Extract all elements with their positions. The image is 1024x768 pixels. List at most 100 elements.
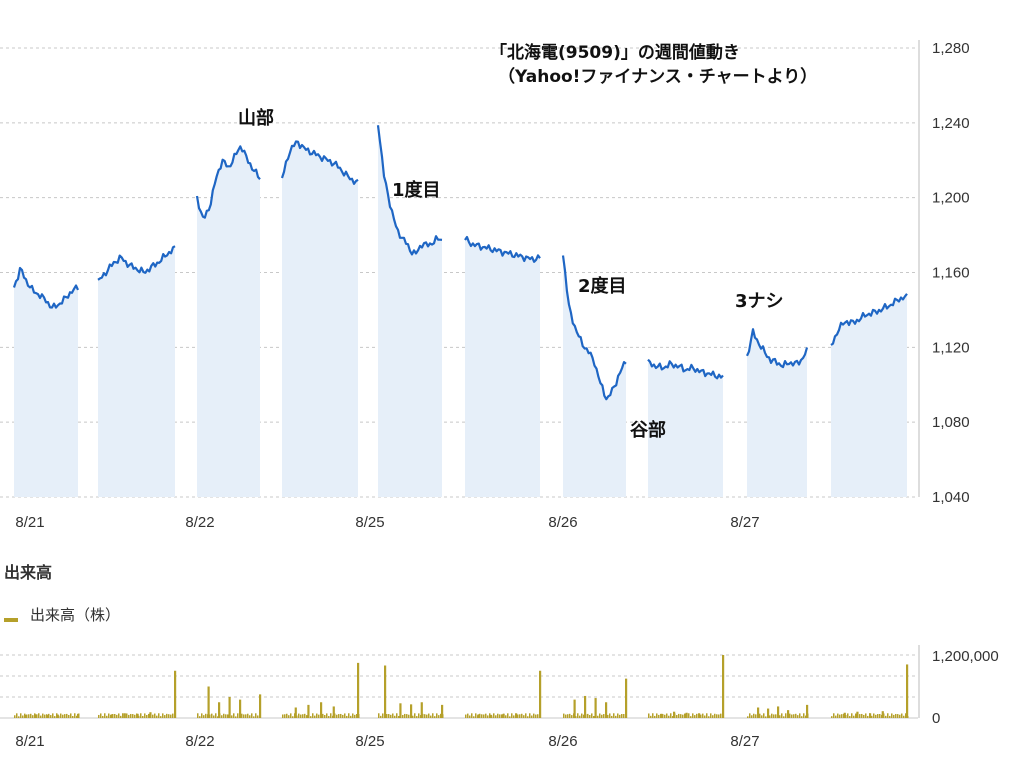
volume-bar bbox=[48, 713, 50, 718]
volume-bar bbox=[775, 714, 777, 718]
volume-bar bbox=[172, 713, 174, 718]
price-y-axis-labels: 1,040 1,080 1,120 1,160 1,200 1,240 1,280 bbox=[932, 40, 970, 506]
volume-bar bbox=[424, 714, 426, 718]
price-area-8-27-pm bbox=[831, 293, 907, 497]
volume-bar bbox=[749, 713, 751, 718]
volume-bar bbox=[795, 713, 797, 718]
volume-bar bbox=[887, 713, 889, 718]
volume-bar bbox=[170, 714, 172, 718]
volume-bar bbox=[881, 711, 884, 718]
volume-bar bbox=[259, 694, 262, 718]
volume-bar bbox=[465, 714, 467, 718]
volume-bar bbox=[146, 714, 148, 718]
price-line-8-25-am bbox=[376, 125, 443, 256]
volume-bar bbox=[587, 713, 589, 718]
volume-bar bbox=[68, 714, 70, 718]
volume-bar bbox=[128, 714, 130, 718]
volume-bar bbox=[110, 714, 114, 718]
volume-bar bbox=[899, 714, 901, 718]
volume-bar bbox=[394, 715, 396, 718]
volume-bar bbox=[316, 713, 318, 718]
volume-bar bbox=[221, 715, 223, 718]
volume-bar bbox=[747, 716, 749, 718]
price-y-tick-label: 1,160 bbox=[932, 265, 970, 282]
volume-bar bbox=[666, 713, 668, 718]
volume-bar bbox=[398, 715, 400, 718]
volume-bar bbox=[235, 716, 237, 718]
volume-bar bbox=[382, 713, 384, 718]
volume-bar bbox=[441, 704, 444, 718]
volume-bar bbox=[662, 714, 664, 718]
volume-bar bbox=[678, 713, 680, 718]
volume-bar bbox=[108, 713, 110, 718]
volume-bar bbox=[302, 714, 304, 718]
volume-bar bbox=[676, 715, 678, 718]
volume-x-tick-label: 8/25 bbox=[355, 733, 384, 750]
volume-bar bbox=[110, 714, 112, 718]
volume-bar bbox=[50, 715, 52, 718]
volume-bar bbox=[895, 713, 897, 718]
volume-bar bbox=[537, 714, 539, 718]
volume-bar bbox=[14, 715, 16, 718]
volume-bar bbox=[164, 715, 166, 718]
volume-bar bbox=[623, 714, 625, 718]
volume-bar bbox=[621, 714, 623, 718]
volume-bar bbox=[865, 713, 867, 718]
volume-bar bbox=[891, 713, 893, 718]
volume-bar bbox=[418, 713, 420, 718]
volume-bar bbox=[35, 714, 38, 718]
volume-bar bbox=[160, 716, 162, 718]
volume-bar bbox=[54, 716, 56, 718]
volume-bar bbox=[434, 716, 436, 718]
price-area-8-21-am bbox=[14, 268, 78, 497]
price-area-8-26-am bbox=[563, 255, 626, 497]
annotation-label: 2度目 bbox=[578, 275, 627, 297]
volume-bar bbox=[867, 715, 869, 718]
volume-bar bbox=[583, 714, 585, 718]
volume-bar bbox=[847, 713, 849, 718]
volume-bar bbox=[706, 713, 708, 718]
volume-x-tick-label: 8/22 bbox=[185, 733, 214, 750]
volume-bar bbox=[597, 715, 599, 718]
volume-bar bbox=[118, 713, 120, 718]
volume-bar bbox=[350, 715, 352, 718]
volume-bar bbox=[490, 714, 493, 718]
volume-bar bbox=[100, 713, 102, 718]
volume-bar bbox=[392, 713, 394, 718]
volume-bar bbox=[412, 715, 414, 718]
volume-bar bbox=[692, 713, 694, 718]
volume-bar bbox=[72, 716, 74, 718]
volume-bar bbox=[885, 715, 887, 718]
volume-bar bbox=[539, 670, 542, 718]
volume-bar bbox=[430, 715, 432, 718]
volume-bar bbox=[66, 713, 68, 718]
price-x-tick-label: 8/27 bbox=[730, 514, 759, 531]
volume-bar bbox=[199, 716, 201, 718]
volume-bar bbox=[60, 713, 62, 718]
price-area-8-26-pm bbox=[648, 359, 723, 497]
price-area-8-22-am bbox=[197, 146, 260, 497]
volume-bar bbox=[348, 713, 350, 718]
volume-bar bbox=[116, 714, 118, 718]
volume-bar bbox=[751, 715, 753, 718]
volume-bar bbox=[203, 715, 205, 718]
volume-bar bbox=[843, 712, 846, 718]
volume-bar bbox=[803, 713, 805, 718]
volume-bar bbox=[607, 714, 609, 718]
volume-bar bbox=[357, 662, 360, 718]
volume-bar bbox=[658, 714, 660, 718]
volume-bar bbox=[797, 715, 799, 718]
volume-bar bbox=[696, 713, 698, 718]
volume-bar bbox=[213, 715, 215, 718]
volume-bar bbox=[765, 716, 767, 718]
volume-bar bbox=[525, 713, 527, 718]
volume-bar bbox=[166, 713, 168, 718]
volume-bar bbox=[502, 713, 505, 718]
price-area-8-22-pm bbox=[282, 141, 358, 497]
volume-bar bbox=[346, 715, 348, 718]
volume-bar bbox=[806, 704, 809, 718]
price-x-tick-label: 8/26 bbox=[548, 514, 577, 531]
volume-bar bbox=[609, 713, 611, 718]
price-y-tick-label: 1,280 bbox=[932, 40, 970, 57]
